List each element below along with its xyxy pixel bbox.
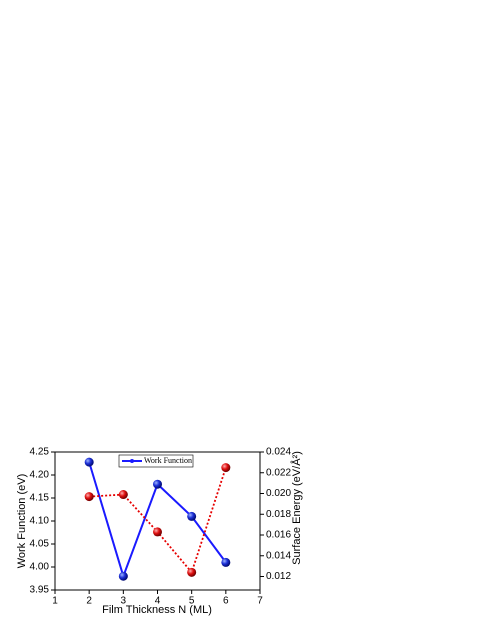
- data-point: [153, 479, 162, 489]
- x-tick-label: 1: [52, 596, 58, 607]
- y2-tick-label: 0.020: [266, 488, 291, 499]
- y2-tick-label: 0.024: [266, 447, 291, 458]
- x-tick-label: 5: [189, 596, 195, 607]
- x-tick-label: 2: [86, 596, 92, 607]
- series-line: [88, 461, 227, 580]
- data-point: [187, 511, 197, 521]
- y-tick-label: 4.10: [30, 516, 50, 527]
- y2-tick-label: 0.016: [266, 530, 291, 541]
- legend-marker: [130, 459, 134, 463]
- y-tick-label: 4.20: [30, 470, 50, 481]
- data-point: [84, 457, 94, 467]
- y-tick-label: 4.25: [30, 447, 50, 458]
- legend-box: [118, 454, 194, 468]
- x-tick-label: 7: [257, 596, 263, 607]
- x-tick-label: 3: [121, 596, 127, 607]
- y2-tick-label: 0.012: [266, 571, 291, 582]
- data-point: [118, 490, 128, 500]
- data-point: [84, 492, 94, 502]
- plot-frame: [54, 451, 261, 591]
- y-tick-label: 3.95: [30, 585, 50, 596]
- data-point: [153, 527, 162, 537]
- y2-tick-label: 0.018: [266, 509, 291, 520]
- data-point: [187, 567, 197, 577]
- data-point: [221, 557, 231, 567]
- data-point: [118, 571, 128, 581]
- y-tick-label: 4.15: [30, 493, 50, 504]
- data-point: [221, 463, 231, 473]
- x-tick-label: 6: [223, 596, 229, 607]
- x-axis-title: Film Thickness N (ML): [102, 604, 212, 616]
- x-tick-label: 4: [155, 596, 161, 607]
- y2-axis-title: Surface Energy (eV/Å²): [290, 451, 303, 565]
- y-tick-label: 4.00: [30, 562, 50, 573]
- y-tick-label: 4.05: [30, 539, 50, 550]
- y2-tick-label: 0.022: [266, 467, 291, 478]
- legend-label: Work Function: [144, 456, 192, 465]
- y-axis-title: Work Function (eV): [16, 474, 28, 569]
- y2-tick-label: 0.014: [266, 550, 291, 561]
